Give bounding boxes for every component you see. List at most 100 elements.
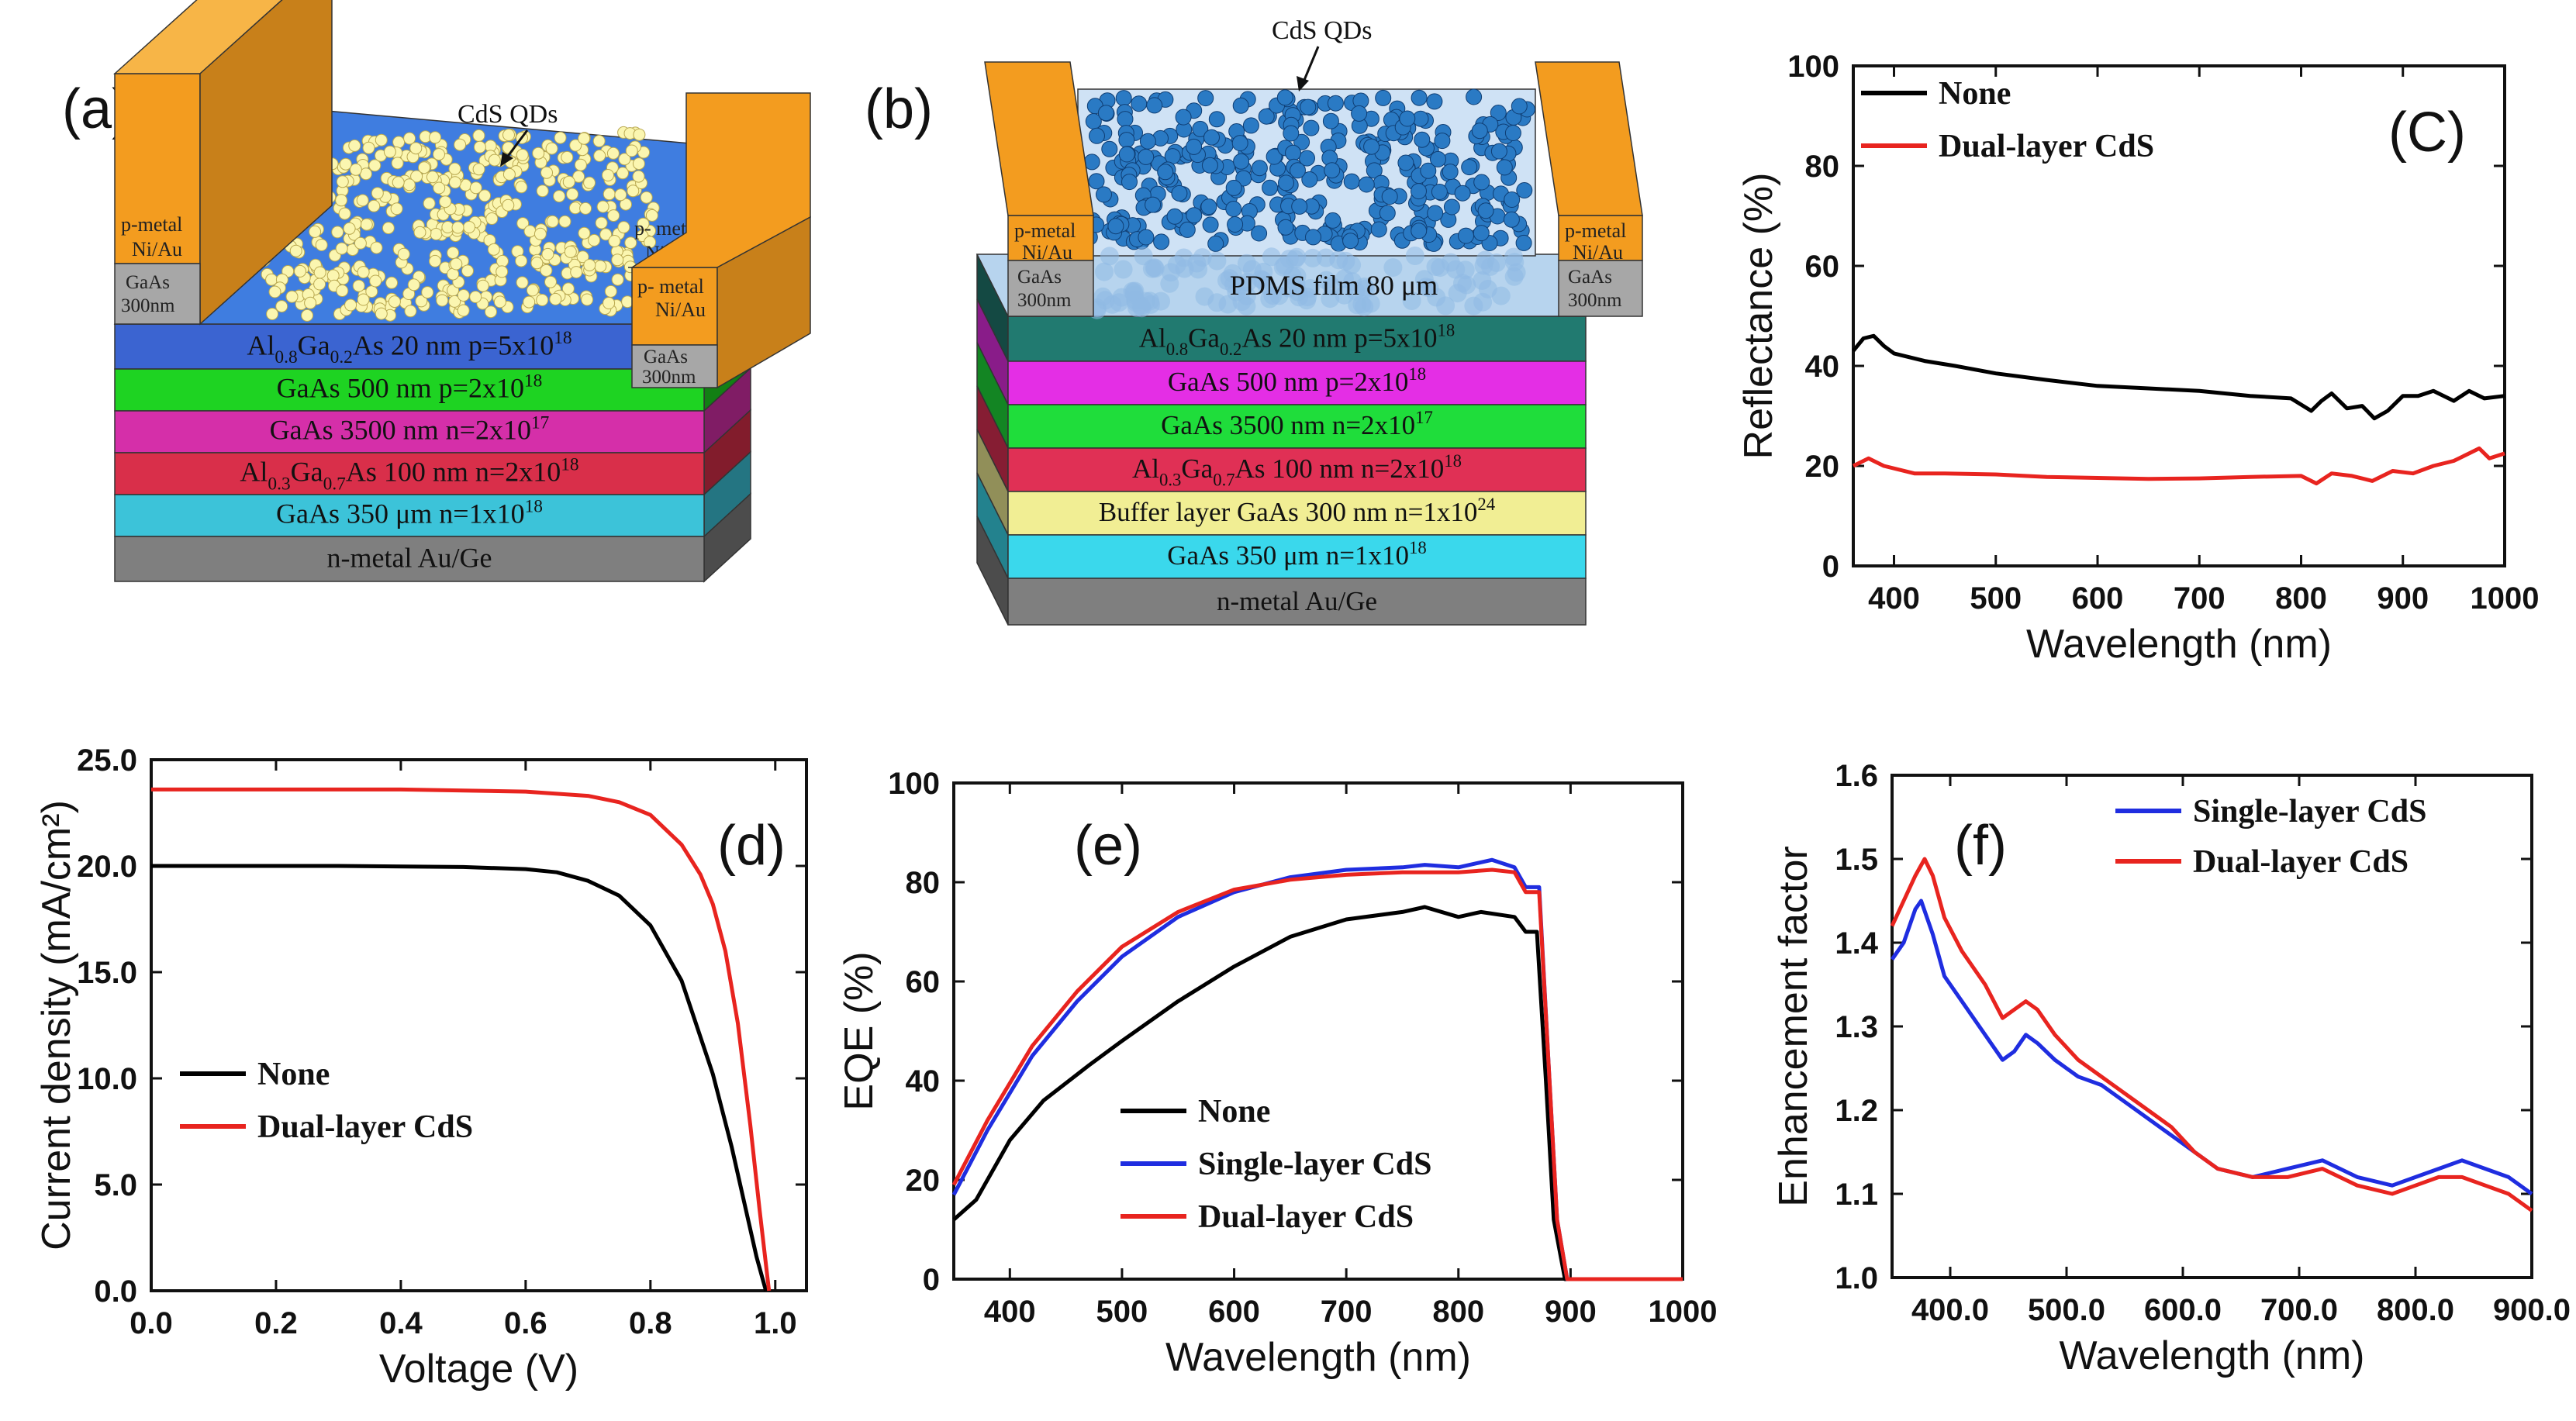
layer-label: GaAs 3500 nm n=2x1017 [1161,408,1433,440]
quantum-dot [392,136,406,149]
quantum-dot [385,276,399,289]
pdms-label: PDMS film 80 μm [1230,270,1438,301]
faded-dot [1355,297,1374,316]
quantum-dot [1166,208,1183,225]
quantum-dot [644,236,657,249]
quantum-dot [362,141,375,154]
quantum-dot [564,245,577,258]
quantum-dot [515,181,528,194]
quantum-dot [1324,212,1342,229]
quantum-dot [526,284,539,297]
metal-label: p-metal [121,213,182,236]
quantum-dot [1186,207,1203,224]
quantum-dot [448,176,461,189]
quantum-dot [594,260,607,273]
quantum-dot [595,216,608,229]
quantum-dot [357,293,370,306]
legend-label: None [257,1057,330,1092]
faded-dot [1260,289,1279,309]
x-tick-label: 500 [1970,581,2022,616]
quantum-dot [540,264,553,277]
faded-dot [1195,287,1214,306]
quantum-dot [1379,205,1396,222]
faded-dot [1464,296,1483,316]
quantum-dot [294,264,306,278]
quantum-dot [1251,225,1268,242]
quantum-dot [516,276,529,289]
quantum-dot [336,285,349,297]
x-tick-label: 1.0 [754,1306,797,1340]
cap-front [1558,260,1643,317]
faded-dot [1420,278,1439,298]
quantum-dot [596,200,609,213]
quantum-dot [603,297,616,309]
quantum-dot [403,132,416,145]
quantum-dot [418,161,430,174]
schematic-b: (b) Al0.8Ga0.2As 20 nm p=5x1018 GaAs 500 n… [865,16,1643,626]
quantum-dot [545,142,558,155]
chart-c: 400 500 600 700 800 900 1000 0 20 40 60 80 100 Wavele… [1736,50,2539,667]
quantum-dot [1397,154,1414,171]
quantum-dot [516,217,530,230]
quantum-dot [1301,171,1318,188]
quantum-dot [1266,148,1283,165]
x-tick-label: 0.2 [254,1306,298,1340]
quantum-dot [1426,93,1443,110]
quantum-dot [463,221,475,233]
quantum-dot [1202,216,1219,233]
quantum-dot [421,286,434,299]
quantum-dot [616,167,629,180]
quantum-dot [313,266,326,279]
quantum-dot [369,274,382,288]
x-tick-label: 800 [1432,1295,1484,1329]
quantum-dot [1138,229,1155,246]
quantum-dot [1097,105,1114,122]
quantum-dot [478,189,492,202]
quantum-dot [1139,133,1156,150]
qd-label: CdS QDs [1272,16,1372,45]
faded-dot [1254,262,1273,281]
quantum-dot [1420,162,1437,179]
metal-label: Ni/Au [132,238,182,260]
faded-dot [1223,264,1242,283]
quantum-dot [1242,117,1259,134]
quantum-dot [502,198,515,212]
faded-dot [1100,247,1119,266]
quantum-dot [349,163,362,176]
legend-label: Dual-layer CdS [2193,844,2409,880]
metal-top [984,61,1094,216]
quantum-dot [593,149,606,162]
quantum-dot [457,289,470,302]
y-tick-label: 20 [1805,450,1840,484]
faded-dot [1273,257,1293,277]
layer-front [114,323,705,370]
quantum-dot [1322,112,1339,129]
x-tick-label: 900 [1545,1295,1597,1329]
quantum-dot [1278,174,1294,191]
quantum-dot [1089,127,1105,144]
quantum-dot [1300,98,1317,116]
quantum-dot [309,225,322,238]
quantum-dot [469,181,482,195]
quantum-dot [472,129,485,142]
chart-d: 0.0 0.2 0.4 0.6 0.8 1.0 0.0 5.0 10.0 15.0 20.0 25.0… [34,743,808,1392]
quantum-dot [632,157,645,171]
quantum-dot [448,162,461,175]
quantum-dot [604,285,617,298]
quantum-dot [388,295,401,309]
quantum-dot [562,175,575,188]
quantum-dot [1442,164,1459,181]
quantum-dot [625,144,638,157]
quantum-dot [516,148,529,161]
quantum-dot [407,278,420,291]
quantum-dot [570,266,583,279]
quantum-dot [544,275,557,288]
quantum-dot [472,163,485,176]
layer-front [1007,491,1587,536]
quantum-dot [1305,229,1321,246]
quantum-dot [496,254,509,267]
y-tick-label: 1.1 [1835,1178,1878,1212]
quantum-dot [1496,159,1513,176]
y-tick-label: 60 [906,965,941,999]
